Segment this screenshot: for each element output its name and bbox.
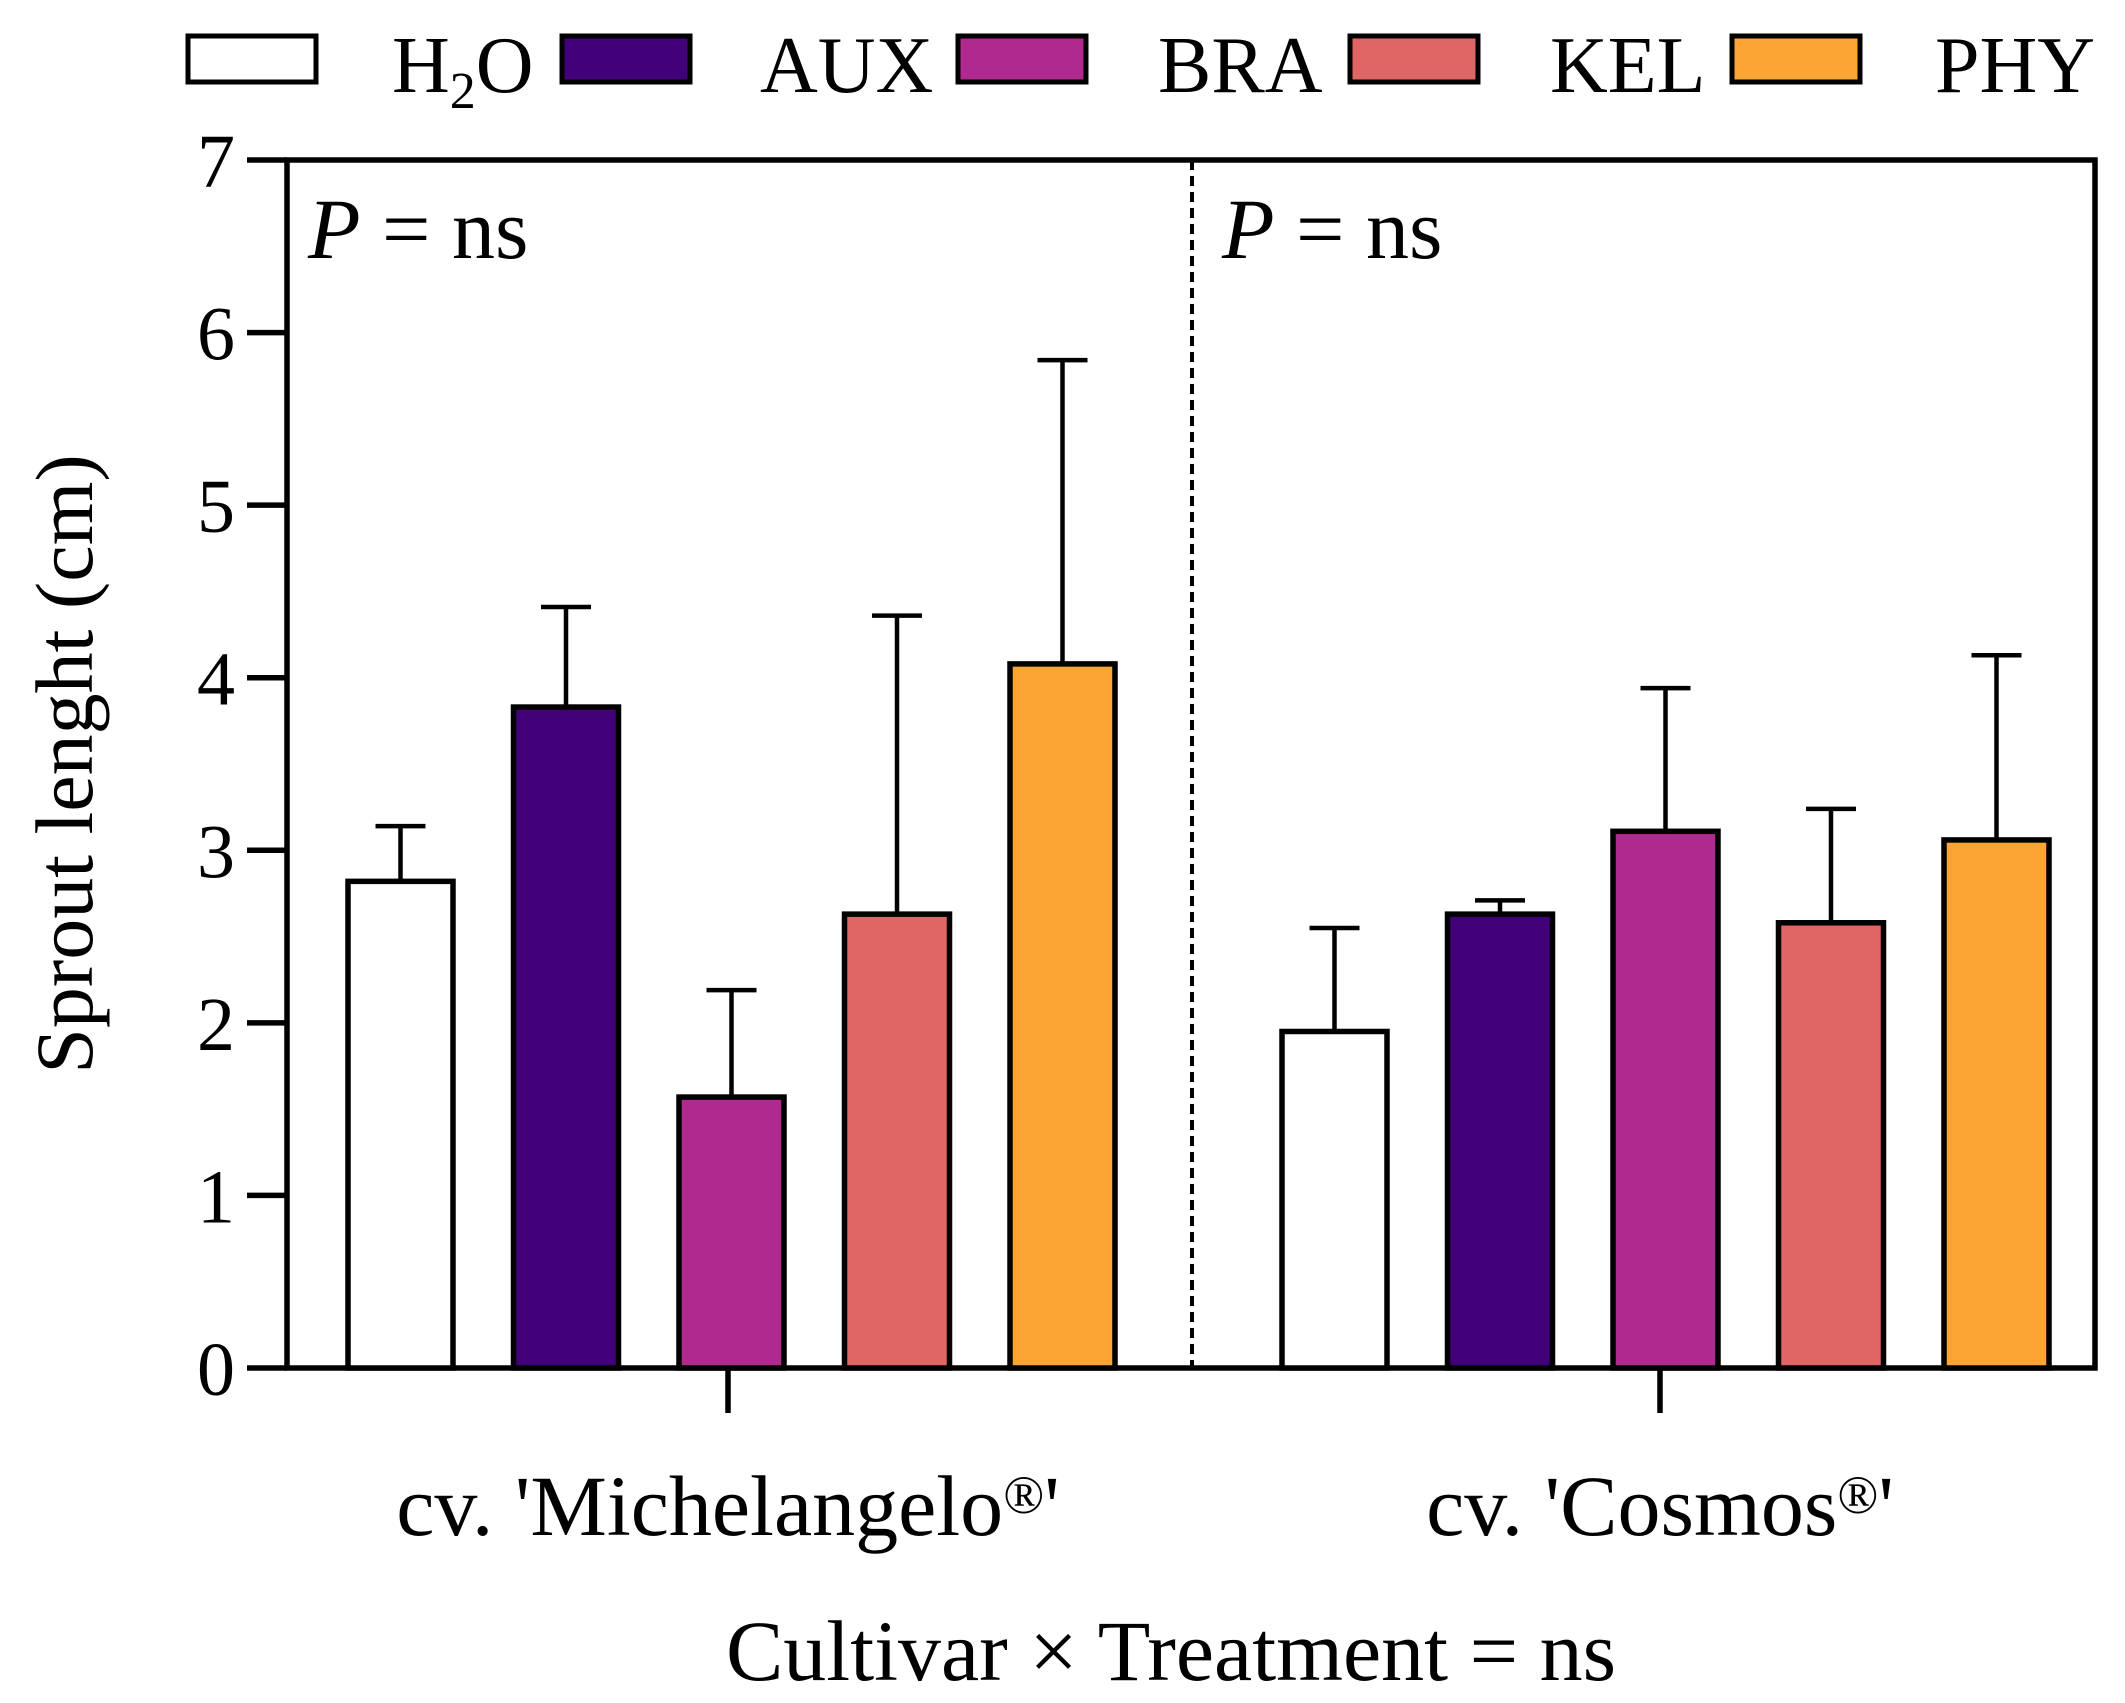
p-symbol: P bbox=[1221, 181, 1275, 277]
x-category-label: cv. 'Cosmos®' bbox=[1426, 1458, 1894, 1554]
category-label-main: cv. 'Cosmos bbox=[1426, 1458, 1837, 1554]
y-tick-label: 6 bbox=[197, 293, 235, 377]
bar-phy-group2 bbox=[1941, 837, 2052, 1371]
legend-swatch-kel bbox=[1347, 33, 1481, 85]
y-tick-label: 7 bbox=[197, 120, 235, 204]
y-axis-label: Sprout lenght (cm) bbox=[19, 454, 110, 1073]
y-tick-label: 5 bbox=[197, 465, 235, 549]
registered-mark: ® bbox=[1003, 1465, 1044, 1525]
bar-bra-group2 bbox=[1610, 828, 1721, 1371]
legend-label-main: KEL bbox=[1550, 22, 1706, 110]
bar-kel-group2 bbox=[1775, 920, 1887, 1371]
legend-label-bra: BRA bbox=[1158, 22, 1323, 110]
legend-label-phy: PHY bbox=[1935, 22, 2095, 110]
legend-label-main: AUX bbox=[760, 22, 933, 110]
p-value-annotation-group2: P = ns bbox=[1221, 181, 1443, 277]
p-value-text: = ns bbox=[361, 181, 529, 277]
category-label-main: cv. 'Michelangelo bbox=[396, 1458, 1003, 1554]
y-tick-label: 2 bbox=[197, 983, 235, 1067]
bar-aux-group1 bbox=[510, 704, 622, 1371]
x-axis-label: Cultivar × Treatment = ns bbox=[726, 1603, 1616, 1699]
legend-subscript: 2 bbox=[450, 63, 476, 120]
legend-label-main: H bbox=[392, 22, 450, 110]
legend-label-h2o: H2O bbox=[392, 22, 534, 120]
legend-label-aux: AUX bbox=[760, 22, 933, 110]
bar-h2o-group2 bbox=[1279, 1028, 1390, 1371]
legend-label-main: BRA bbox=[1158, 22, 1323, 110]
legend-swatch-phy bbox=[1729, 33, 1863, 85]
p-value-text: = ns bbox=[1275, 181, 1443, 277]
legend-label-kel: KEL bbox=[1550, 22, 1706, 110]
legend-swatch-bra bbox=[955, 33, 1089, 85]
y-tick-label: 1 bbox=[197, 1155, 235, 1239]
bar-bra-group1 bbox=[676, 1094, 787, 1371]
y-tick-label: 4 bbox=[197, 638, 235, 722]
bar-kel-group1 bbox=[841, 911, 953, 1371]
legend-swatch-aux bbox=[559, 33, 693, 85]
category-label-tail: ' bbox=[1044, 1458, 1060, 1554]
p-symbol: P bbox=[307, 181, 361, 277]
bar-aux-group2 bbox=[1444, 911, 1556, 1371]
registered-mark: ® bbox=[1837, 1465, 1878, 1525]
legend-label-main: PHY bbox=[1935, 22, 2095, 110]
legend-label-tail: O bbox=[476, 22, 534, 110]
category-label-tail: ' bbox=[1878, 1458, 1894, 1554]
bar-h2o-group1 bbox=[345, 878, 456, 1371]
legend-swatch-h2o bbox=[185, 33, 319, 85]
p-value-annotation-group1: P = ns bbox=[307, 181, 529, 277]
y-tick-label: 0 bbox=[197, 1328, 235, 1412]
x-category-label: cv. 'Michelangelo®' bbox=[396, 1458, 1059, 1554]
bar-phy-group1 bbox=[1007, 661, 1118, 1371]
y-tick-label: 3 bbox=[197, 810, 235, 894]
